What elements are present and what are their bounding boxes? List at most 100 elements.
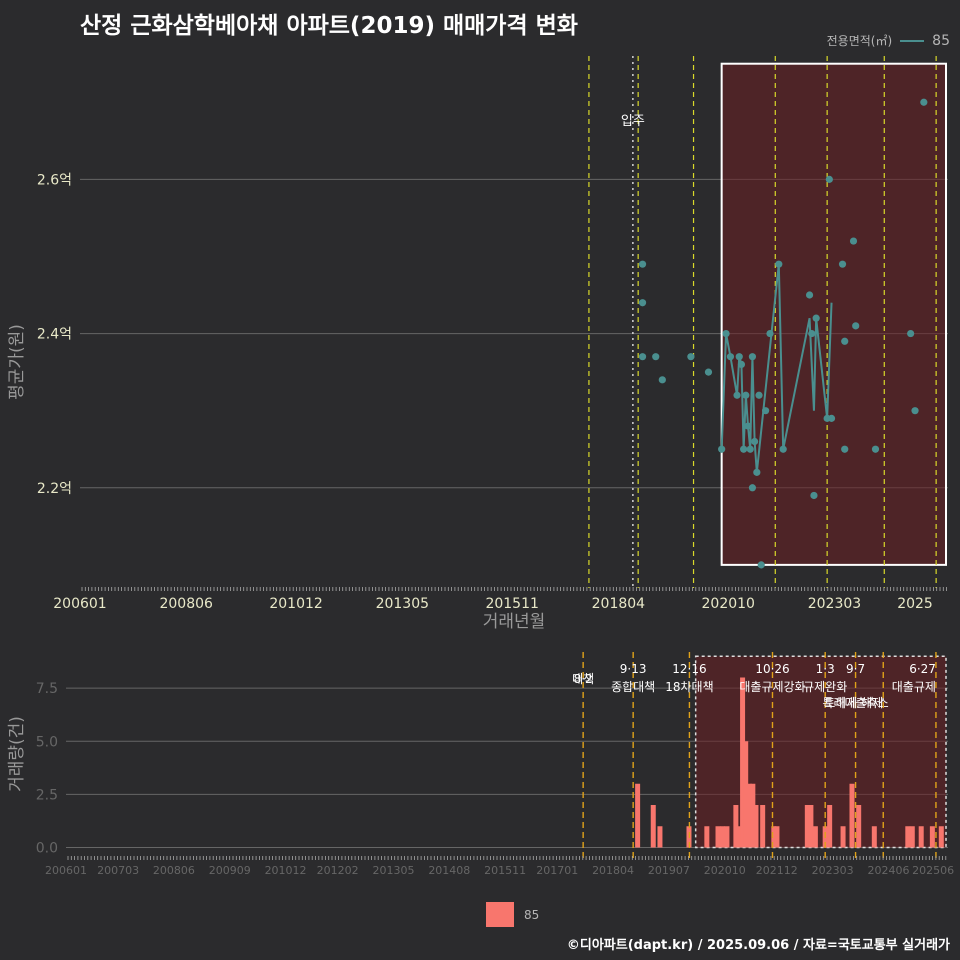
data-point bbox=[704, 368, 713, 376]
volume-bar bbox=[771, 826, 777, 848]
policy-date-label: 12·16 bbox=[672, 662, 706, 676]
data-point bbox=[757, 561, 765, 569]
volume-bar bbox=[909, 826, 915, 848]
data-point bbox=[808, 329, 816, 338]
policy-date-label: 9·13 bbox=[620, 662, 647, 676]
volume-bar bbox=[704, 826, 710, 848]
data-point bbox=[805, 291, 814, 299]
x-axis-ticks bbox=[81, 587, 947, 591]
x-tick-label: 202303 bbox=[812, 864, 854, 877]
data-point bbox=[638, 260, 647, 268]
series-line bbox=[720, 264, 833, 473]
policy-date-label: 10·26 bbox=[755, 662, 789, 676]
data-point bbox=[652, 353, 660, 361]
data-point bbox=[687, 353, 695, 361]
x-tick-label: 201305 bbox=[372, 864, 414, 877]
x-tick-label: 202010 bbox=[702, 596, 755, 612]
move-in-label: 입주 bbox=[621, 114, 645, 129]
policy-text-label: 대출규제 bbox=[892, 680, 936, 694]
volume-bar bbox=[760, 805, 766, 848]
price-chart: 2.2억 2.4억 2.6억 입주 200601 200806 201012 201305 20… bbox=[7, 56, 948, 632]
volume-bar bbox=[812, 826, 818, 848]
data-point bbox=[871, 445, 880, 453]
y-tick-label: 2.5 bbox=[36, 787, 58, 803]
volume-bar bbox=[871, 826, 877, 848]
x-tick-label: 201202 bbox=[317, 864, 359, 877]
data-point bbox=[762, 407, 770, 415]
x-axis-ticks bbox=[67, 856, 947, 860]
policy-date-label: 6·27 bbox=[909, 662, 936, 676]
x-tick-label: 200806 bbox=[159, 596, 213, 612]
data-point bbox=[753, 468, 761, 476]
volume-bar bbox=[929, 826, 935, 848]
policy-text-label: 대책 bbox=[572, 671, 594, 686]
volume-bar bbox=[822, 826, 828, 848]
x-axis-title: 거래년월 bbox=[483, 612, 546, 632]
policy-text-label: 규제완화 bbox=[803, 680, 847, 694]
volume-bar bbox=[750, 783, 756, 848]
policy-text-label: 종합대책 bbox=[611, 679, 655, 694]
source-footer: ©디아파트(dapt.kr) / 2025.09.06 / 자료=국토교통부 실… bbox=[566, 938, 950, 953]
x-tick-label: 200601 bbox=[45, 864, 87, 877]
data-point bbox=[737, 360, 746, 369]
data-point bbox=[748, 353, 757, 361]
volume-legend: 85 bbox=[486, 902, 539, 927]
data-point bbox=[638, 353, 647, 361]
data-point bbox=[718, 445, 726, 453]
data-point bbox=[744, 422, 752, 430]
volume-bar bbox=[686, 826, 692, 848]
x-tick-label: 201305 bbox=[376, 596, 429, 612]
data-point bbox=[810, 491, 818, 500]
x-tick-label: 201907 bbox=[648, 864, 690, 877]
volume-bar bbox=[804, 805, 810, 848]
x-tick-label: 201804 bbox=[592, 596, 646, 612]
volume-bar bbox=[657, 826, 663, 848]
data-point bbox=[766, 329, 774, 338]
volume-bar bbox=[740, 677, 746, 848]
data-point bbox=[775, 260, 783, 268]
data-point bbox=[746, 445, 754, 453]
data-point bbox=[726, 353, 735, 361]
y-tick-label: 2.6억 bbox=[37, 172, 72, 188]
data-point bbox=[812, 314, 820, 322]
highlight-region bbox=[694, 655, 947, 849]
data-point bbox=[827, 414, 836, 422]
x-tick-label: 200909 bbox=[209, 864, 251, 877]
data-point bbox=[638, 299, 647, 307]
y-tick-label: 5.0 bbox=[36, 734, 58, 750]
x-tick-label: 202010 bbox=[704, 864, 746, 877]
volume-bar bbox=[856, 805, 862, 848]
y-tick-label: 0.0 bbox=[36, 841, 58, 857]
data-point bbox=[838, 260, 847, 268]
data-point bbox=[751, 437, 759, 446]
data-point bbox=[852, 322, 860, 330]
x-tick-label: 2025 bbox=[897, 596, 933, 612]
data-point bbox=[742, 391, 750, 399]
volume-bar bbox=[719, 826, 725, 848]
x-tick-label: 202406 bbox=[867, 864, 909, 877]
data-point bbox=[722, 329, 730, 338]
y-tick-label: 2.4억 bbox=[37, 327, 72, 343]
policy-date-label: 8·2 bbox=[574, 672, 593, 686]
x-tick-label: 201511 bbox=[485, 596, 538, 612]
volume-bar bbox=[827, 805, 833, 848]
policy-date-label: 9·7 bbox=[846, 662, 865, 676]
x-tick-label: 201804 bbox=[592, 864, 634, 877]
highlight-region bbox=[720, 62, 947, 566]
policy-text-label: 토허제 해제 bbox=[824, 696, 883, 710]
legend-label: 85 bbox=[932, 32, 950, 49]
volume-bar bbox=[905, 826, 911, 848]
policy-text-label: 18차대책 bbox=[665, 679, 713, 694]
x-tick-label: 201511 bbox=[484, 864, 526, 877]
volume-bar bbox=[635, 783, 641, 848]
data-point bbox=[911, 407, 919, 415]
price-legend: 전용면적(㎡) 85 bbox=[827, 32, 950, 49]
volume-bar bbox=[808, 805, 814, 848]
x-tick-label: 201012 bbox=[269, 596, 322, 612]
x-tick-label: 200601 bbox=[53, 596, 106, 612]
volume-bar bbox=[918, 826, 924, 848]
x-tick-label: 202506 bbox=[912, 864, 954, 877]
policy-date-label: 1·3 bbox=[816, 662, 835, 676]
x-tick-label: 201012 bbox=[265, 864, 307, 877]
volume-bar bbox=[724, 826, 730, 848]
